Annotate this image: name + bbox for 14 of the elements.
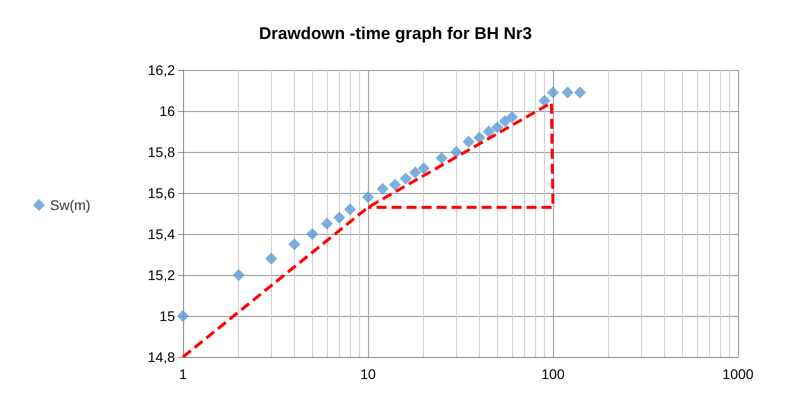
y-tick-label: 14,8 (148, 349, 176, 365)
x-tick-label: 1000 (722, 366, 754, 382)
y-tick-label: 16,2 (148, 62, 176, 78)
y-tick-label: 15 (159, 308, 176, 324)
x-tick-label: 1 (179, 366, 188, 382)
chart-title: Drawdown -time graph for BH Nr3 (259, 24, 532, 43)
y-tick-label: 15,4 (148, 226, 176, 242)
y-tick-label: 15,8 (148, 144, 176, 160)
y-tick-label: 15,2 (148, 267, 176, 283)
y-tick-label: 16 (159, 103, 176, 119)
x-tick-label: 100 (541, 366, 565, 382)
legend-label: Sw(m) (50, 197, 90, 213)
x-tick-label: 10 (360, 366, 376, 382)
y-tick-label: 15,6 (148, 185, 176, 201)
